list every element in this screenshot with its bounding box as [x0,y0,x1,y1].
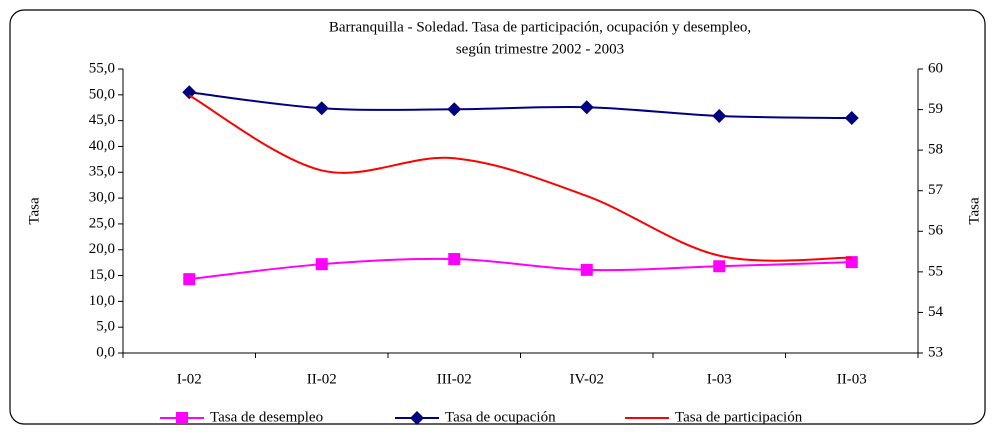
y2-tick-label: 54 [928,304,944,320]
y-tick-label: 5,0 [96,319,115,335]
marker [183,273,196,286]
marker [712,108,727,123]
marker [315,258,328,271]
marker [844,111,859,126]
y2-axis-label: Tasa [966,197,982,225]
y2-tick-label: 60 [928,60,943,76]
y-tick-label: 55,0 [89,60,115,76]
y-tick-label: 40,0 [89,138,115,154]
marker [845,256,858,269]
y2-tick-label: 55 [928,263,943,279]
chart-frame [9,9,986,425]
marker [447,102,462,117]
series-line [189,91,852,120]
y-tick-label: 25,0 [89,215,115,231]
y2-tick-label: 53 [928,344,943,360]
x-tick-label: II-02 [307,371,337,387]
series-line [188,94,852,262]
y-tick-label: 15,0 [89,267,115,283]
y-tick-label: 10,0 [89,293,115,309]
marker [579,100,594,115]
x-tick-label: III-02 [437,371,472,387]
y2-tick-label: 58 [928,142,943,158]
y-axis-label: Tasa [26,197,42,225]
y-tick-label: 0,0 [96,344,115,360]
marker [580,263,593,276]
y-tick-label: 20,0 [89,241,115,257]
series-line [189,257,852,281]
y2-tick-label: 59 [928,101,943,117]
y-tick-label: 45,0 [89,112,115,128]
chart-title: Barranquilla - Soledad. Tasa de particip… [329,19,751,35]
x-tick-label: I-03 [707,371,732,387]
marker [448,253,461,266]
legend-label: Tasa de ocupación [445,409,556,425]
y-tick-label: 35,0 [89,164,115,180]
x-tick-label: II-03 [837,371,867,387]
legend-label: Tasa de participación [675,409,803,425]
marker [410,411,424,425]
marker [182,85,197,100]
marker [314,101,329,116]
marker [713,260,726,273]
x-tick-label: IV-02 [570,371,604,387]
y-tick-label: 30,0 [89,190,115,206]
y2-tick-label: 56 [928,223,944,239]
legend-label: Tasa de desempleo [210,409,323,425]
y-tick-label: 50,0 [89,86,115,102]
marker [176,412,188,424]
x-tick-label: I-02 [177,371,202,387]
y2-tick-label: 57 [928,182,944,198]
chart-title: según trimestre 2002 - 2003 [456,41,624,57]
